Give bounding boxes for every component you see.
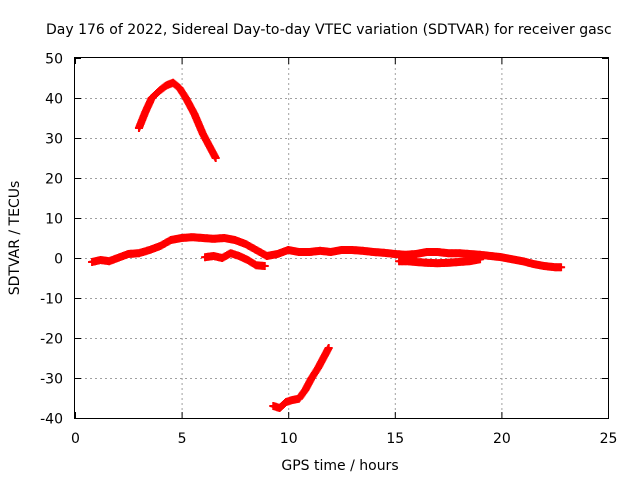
x-tick-label: 10 <box>280 431 298 447</box>
plot-frame <box>74 57 609 419</box>
y-tick-label: 0 <box>54 252 63 268</box>
y-tick-label: -40 <box>40 412 63 428</box>
y-axis: -40 -30 -20 -10 0 10 20 30 40 50 <box>40 52 608 428</box>
y-tick-label: 30 <box>45 132 63 148</box>
y-tick-label: -20 <box>40 332 63 348</box>
grid-lines <box>75 58 608 418</box>
series-arc-low <box>269 344 333 412</box>
x-axis-label: GPS time / hours <box>281 458 398 474</box>
x-tick-label: 0 <box>71 431 80 447</box>
x-tick-label: 25 <box>600 431 618 447</box>
data-point <box>324 344 333 352</box>
y-axis-label: SDTVAR / TECUs <box>7 181 23 296</box>
series-main-lower <box>395 255 485 268</box>
x-tick-label: 15 <box>386 431 404 447</box>
x-tick-label: 20 <box>493 431 511 447</box>
data-point <box>476 255 485 264</box>
series-arc-mid <box>201 249 269 270</box>
y-tick-label: 50 <box>45 52 63 68</box>
y-tick-label: 20 <box>45 172 63 188</box>
data-point <box>211 154 220 162</box>
y-tick-label: 10 <box>45 212 63 228</box>
x-axis: 0 5 10 15 20 25 <box>71 58 617 447</box>
data-points <box>88 78 566 412</box>
series-arc-high <box>134 78 220 162</box>
data-point <box>260 262 269 270</box>
y-tick-label: 40 <box>45 92 63 108</box>
x-tick-label: 5 <box>178 431 187 447</box>
y-tick-label: -30 <box>40 372 63 388</box>
chart-title: Day 176 of 2022, Sidereal Day-to-day VTE… <box>46 22 612 38</box>
y-tick-label: -10 <box>40 292 63 308</box>
data-point <box>557 263 566 272</box>
series-main <box>88 233 566 272</box>
